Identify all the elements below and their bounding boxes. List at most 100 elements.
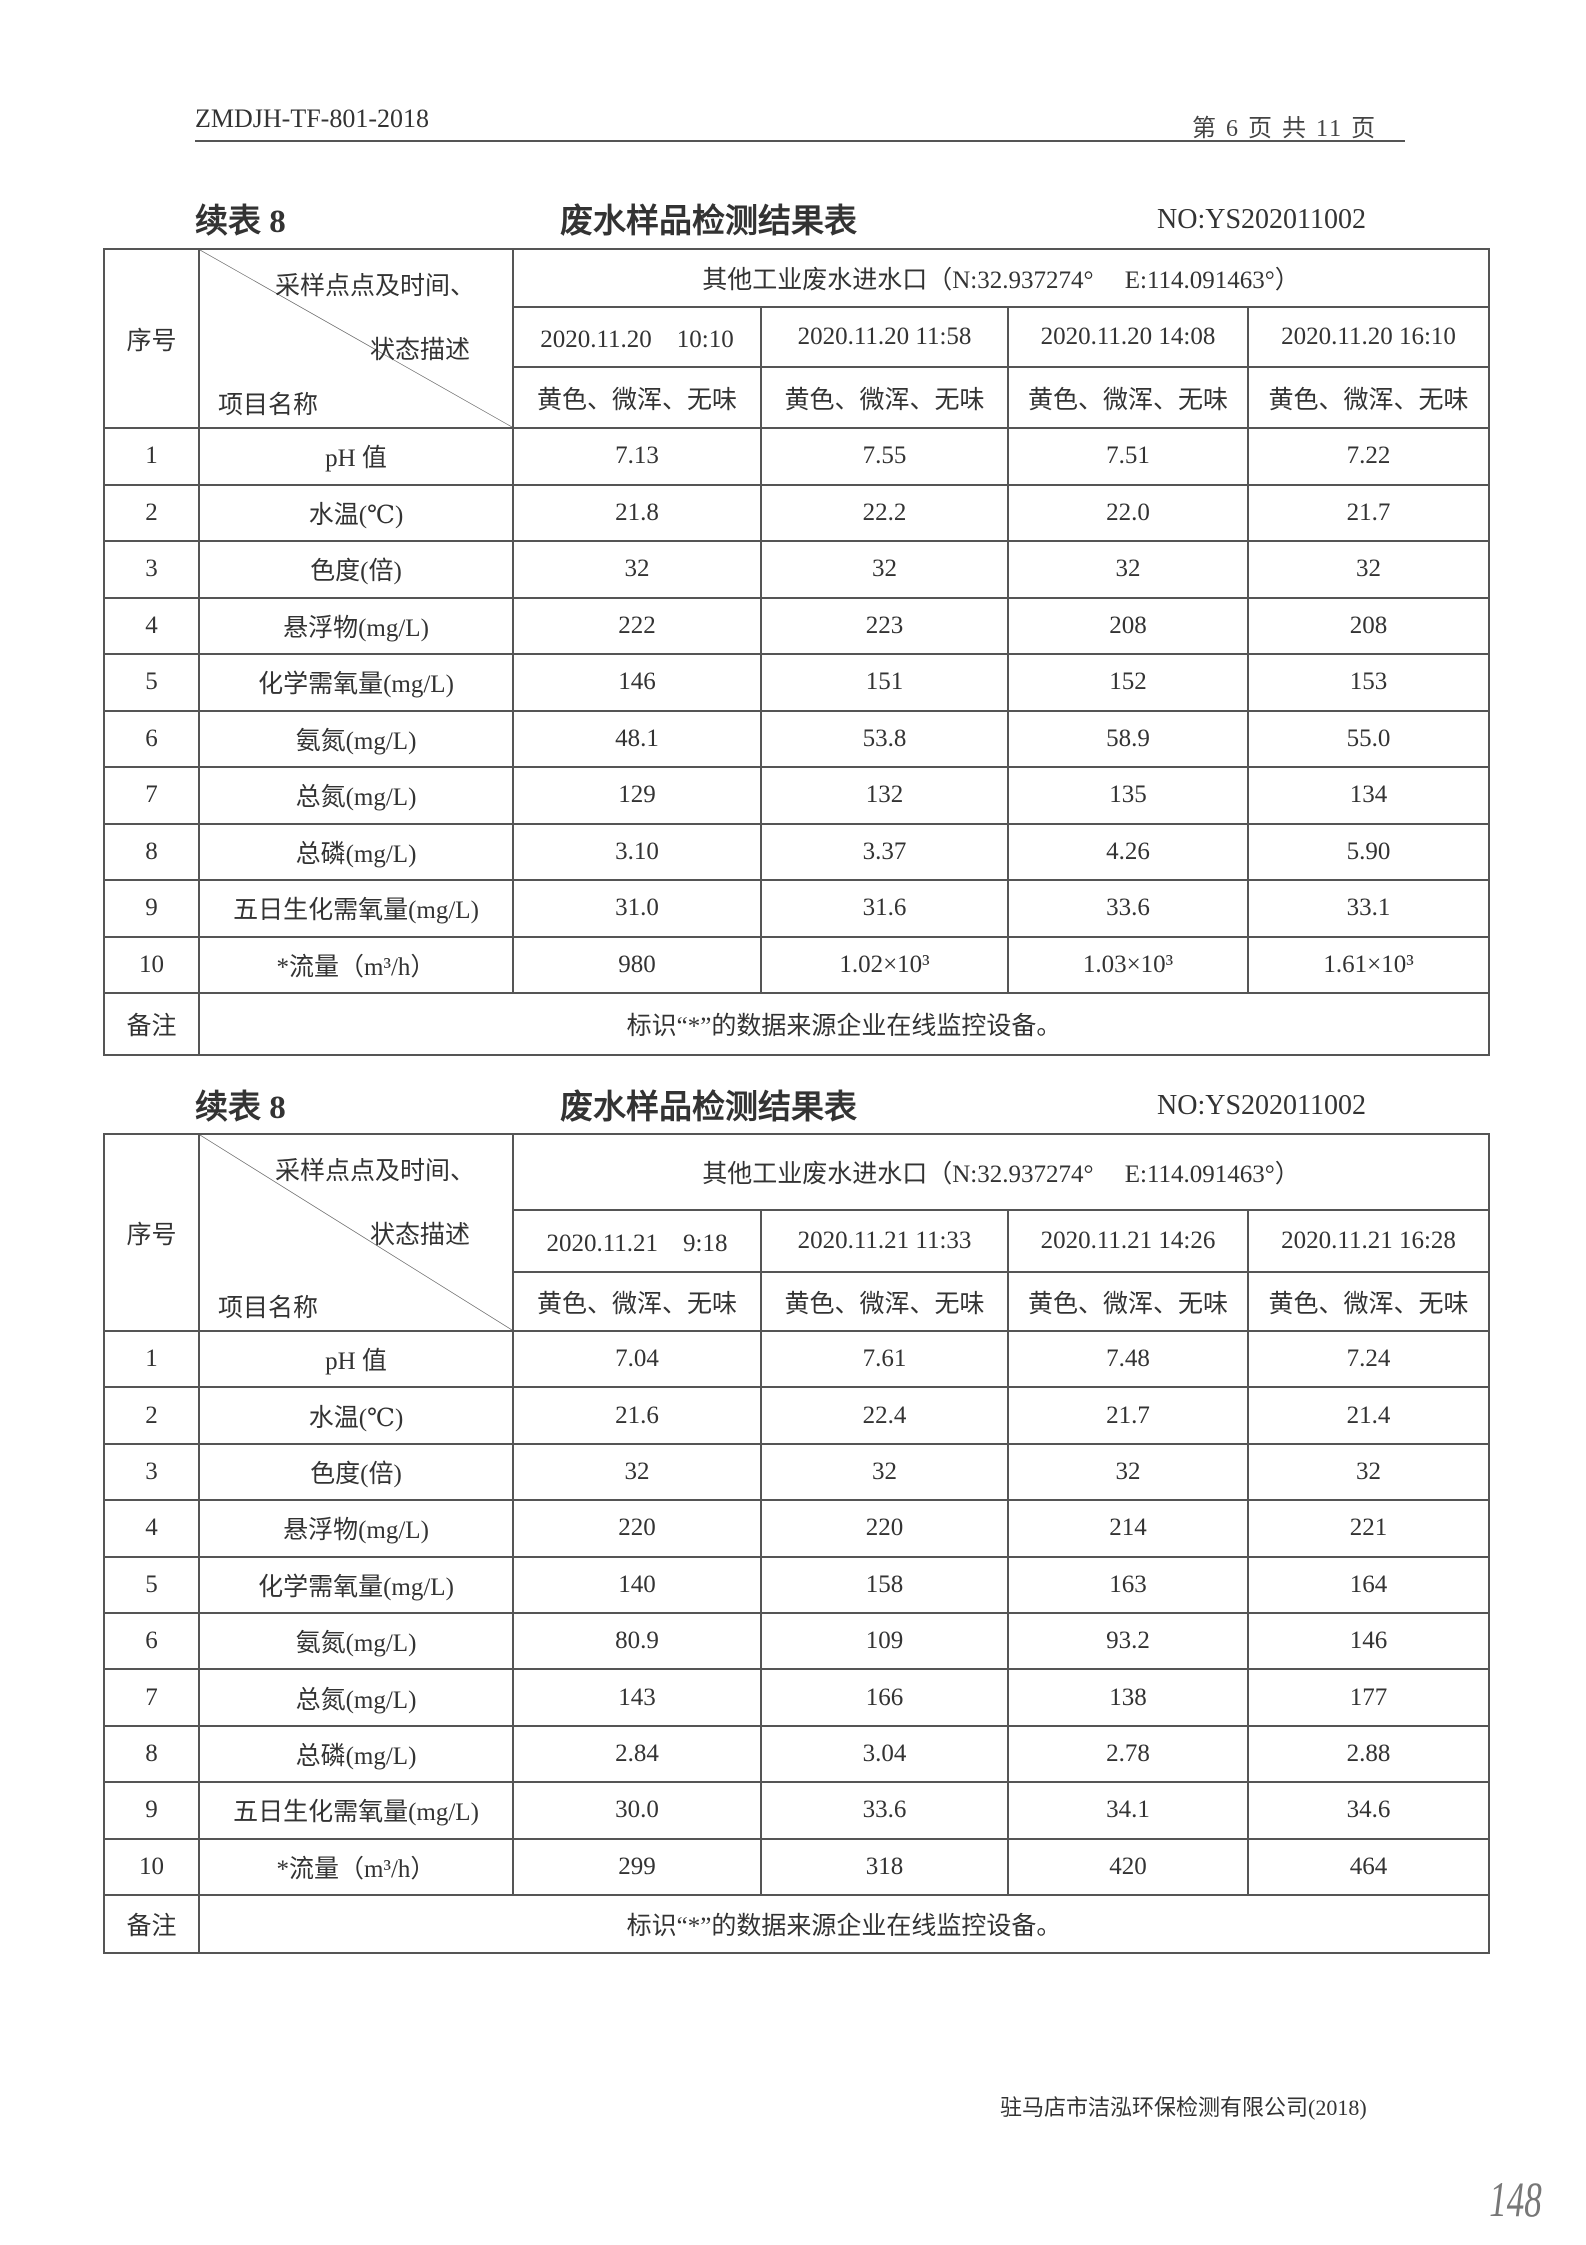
measured-value: 980: [512, 935, 762, 994]
diag-label-item: 项目名称: [218, 392, 319, 419]
measured-value: 22.4: [760, 1386, 1009, 1445]
measured-value: 152: [1007, 653, 1249, 712]
row-number: 9: [103, 879, 200, 938]
measured-value: 32: [1007, 540, 1249, 599]
measured-value: 3.04: [760, 1724, 1009, 1784]
sampling-time: 2020.11.21 16:28: [1246, 1208, 1491, 1274]
measured-value: 21.4: [1246, 1386, 1491, 1445]
row-number: 1: [103, 427, 200, 486]
measured-value: 53.8: [760, 709, 1009, 768]
measured-value: 7.51: [1007, 427, 1249, 486]
measured-value: 32: [1246, 1442, 1491, 1502]
doc-code: ZMDJH-TF-801-2018: [195, 104, 429, 133]
item-name: 水温(℃): [198, 483, 514, 542]
sampling-time: 2020.11.20 11:58: [760, 305, 1009, 369]
row-number: 4: [103, 596, 200, 655]
measured-value: 21.6: [512, 1386, 762, 1445]
note-text: 标识“*”的数据来源企业在线监控设备。: [197, 1893, 1491, 1954]
measured-value: 48.1: [512, 709, 762, 768]
table-row: 6 氨氮(mg/L) 80.9 109 93.2 146: [103, 1611, 1491, 1671]
report-number: NO:YS202011002: [1157, 204, 1366, 235]
measured-value: 32: [512, 540, 762, 599]
diagonal-line: [200, 1135, 512, 1330]
table-row: 7 总氮(mg/L) 143 166 138 177: [103, 1668, 1491, 1727]
sample-state: 黄色、微浑、无味: [760, 1271, 1009, 1332]
measured-value: 146: [512, 653, 762, 712]
handwritten-page-number: 148: [1489, 2171, 1542, 2227]
table-row: 7 总氮(mg/L) 129 132 135 134: [103, 766, 1491, 825]
item-name: pH 值: [198, 427, 514, 486]
row-number: 6: [103, 709, 200, 768]
sample-state: 黄色、微浑、无味: [1246, 1271, 1491, 1332]
row-number: 10: [103, 935, 200, 994]
sampling-time: 2020.11.21 14:26: [1007, 1208, 1249, 1274]
table-title: 废水样品检测结果表: [560, 1090, 857, 1126]
row-number: 2: [103, 1386, 200, 1445]
measured-value: 32: [760, 540, 1009, 599]
measured-value: 151: [760, 653, 1009, 712]
sample-state: 黄色、微浑、无味: [512, 366, 762, 429]
measured-value: 5.90: [1246, 822, 1491, 881]
seq-header: 序号: [103, 248, 200, 429]
measured-value: 1.03×10³: [1007, 935, 1249, 994]
row-number: 3: [103, 1442, 200, 1502]
measured-value: 21.7: [1246, 483, 1491, 542]
item-name: 总磷(mg/L): [198, 822, 514, 881]
measured-value: 32: [512, 1442, 762, 1502]
company-footer: 驻马店市洁泓环保检测有限公司(2018): [1000, 2095, 1367, 2120]
measured-value: 31.0: [512, 879, 762, 938]
results-table: 序号 采样点点及时间、 状态描述 项目名称 其他工业废水进水口（N:32.937274°…: [103, 248, 1491, 1056]
table-row: 4 悬浮物(mg/L) 220 220 214 221: [103, 1499, 1491, 1558]
item-name: 五日生化需氧量(mg/L): [198, 1781, 514, 1840]
sample-state: 黄色、微浑、无味: [1007, 366, 1249, 429]
measured-value: 221: [1246, 1499, 1491, 1558]
sampling-time: 2020.11.20 10:10: [512, 305, 762, 369]
table-row: 6 氨氮(mg/L) 48.1 53.8 58.9 55.0: [103, 709, 1491, 768]
measured-value: 153: [1246, 653, 1491, 712]
table-caption-label: 续表 8: [195, 204, 286, 240]
sample-state: 黄色、微浑、无味: [1246, 366, 1491, 429]
measured-value: 146: [1246, 1611, 1491, 1671]
row-number: 5: [103, 1555, 200, 1614]
measured-value: 214: [1007, 1499, 1249, 1558]
row-number: 6: [103, 1611, 200, 1671]
measured-value: 129: [512, 766, 762, 825]
page-info: 第 6 页 共 11 页: [1192, 116, 1378, 142]
header-row-times: 2020.11.21 9:18 2020.11.21 11:33 2020.11.2…: [104, 1208, 1491, 1274]
sample-state: 黄色、微浑、无味: [512, 1271, 762, 1332]
sampling-location: 其他工业废水进水口（N:32.937274° E:114.091463°）: [511, 1133, 1491, 1211]
measured-value: 222: [512, 596, 762, 655]
measured-value: 420: [1007, 1837, 1249, 1896]
measured-value: 208: [1246, 596, 1491, 655]
table-row: 1 pH 值 7.04 7.61 7.48 7.24: [103, 1329, 1491, 1389]
row-number: 10: [103, 1837, 200, 1896]
measured-value: 220: [760, 1499, 1009, 1558]
table-row: 10 *流量（m³/h） 980 1.02×10³ 1.03×10³ 1.61×10³: [103, 935, 1491, 994]
measured-value: 220: [512, 1499, 762, 1558]
diag-label-sampling: 采样点点及时间、: [275, 273, 476, 300]
measured-value: 30.0: [512, 1781, 762, 1840]
measured-value: 2.78: [1007, 1724, 1249, 1784]
measured-value: 7.04: [512, 1329, 762, 1389]
measured-value: 34.1: [1007, 1781, 1249, 1840]
measured-value: 22.2: [760, 483, 1009, 542]
measured-value: 1.02×10³: [760, 935, 1009, 994]
table-row: 3 色度(倍) 32 32 32 32: [103, 540, 1491, 599]
table-row: 10 *流量（m³/h） 299 318 420 464: [103, 1837, 1491, 1896]
diag-label-state: 状态描述: [369, 1222, 470, 1249]
note-label: 备注: [103, 992, 200, 1056]
measured-value: 318: [760, 1837, 1009, 1896]
header-row-states: 黄色、微浑、无味 黄色、微浑、无味 黄色、微浑、无味 黄色、微浑、无味: [104, 1271, 1491, 1332]
measured-value: 163: [1007, 1555, 1249, 1614]
header-row-location: 序号 采样点点及时间、 状态描述 项目名称 其他工业废水进水口（N:32.937274°…: [103, 248, 1491, 429]
measured-value: 58.9: [1007, 709, 1249, 768]
measured-value: 166: [760, 1668, 1009, 1727]
sample-state: 黄色、微浑、无味: [1007, 1271, 1249, 1332]
table-row: 1 pH 值 7.13 7.55 7.51 7.22: [103, 427, 1491, 486]
measured-value: 33.1: [1246, 879, 1491, 938]
measured-value: 3.37: [760, 822, 1009, 881]
row-number: 1: [103, 1329, 200, 1389]
diag-label-sampling: 采样点点及时间、: [275, 1158, 476, 1185]
sampling-time: 2020.11.20 14:08: [1007, 305, 1249, 369]
measured-value: 143: [512, 1668, 762, 1727]
